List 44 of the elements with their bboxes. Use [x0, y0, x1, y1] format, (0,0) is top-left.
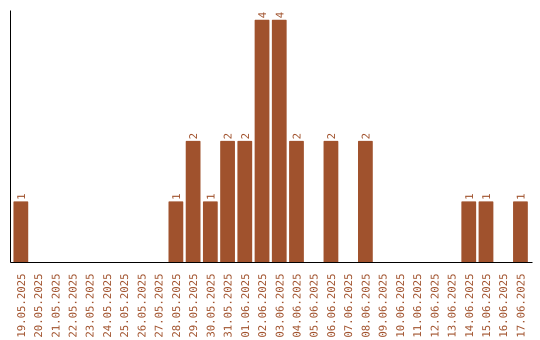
- x-tick-label: 01.06.2025: [238, 274, 252, 338]
- data-label: 2: [238, 132, 252, 140]
- data-label: 2: [359, 132, 372, 140]
- data-label: 1: [204, 194, 218, 200]
- x-tick-label: 05.06.2025: [308, 274, 321, 338]
- x-tick-label: 04.06.2025: [290, 274, 304, 338]
- x-tick-label: 02.06.2025: [256, 274, 270, 338]
- data-label: 2: [222, 132, 235, 140]
- x-tick-label: 12.06.2025: [428, 274, 442, 338]
- data-label: 1: [514, 194, 528, 200]
- x-tick-label: 15.06.2025: [480, 274, 493, 338]
- x-tick-label: 07.06.2025: [342, 274, 356, 338]
- data-label: 2: [324, 132, 338, 140]
- x-tick-label: 09.06.2025: [376, 274, 390, 338]
- x-tick-label: 31.05.2025: [222, 274, 235, 338]
- x-tick-label: 24.05.2025: [100, 274, 114, 338]
- data-label: 1: [462, 194, 476, 200]
- x-tick-label: 10.06.2025: [394, 274, 407, 338]
- x-tick-label: 19.05.2025: [14, 274, 28, 338]
- data-label: 1: [480, 194, 493, 200]
- x-tick-label: 27.05.2025: [152, 274, 166, 338]
- x-tick-label: 03.06.2025: [273, 274, 286, 338]
- data-label: 4: [273, 12, 286, 18]
- x-tick-label: 28.05.2025: [170, 274, 183, 338]
- x-tick-label: 13.06.2025: [446, 274, 459, 338]
- x-tick-label: 17.06.2025: [514, 274, 528, 338]
- x-tick-label: 29.05.2025: [187, 274, 200, 338]
- data-label: 4: [256, 12, 270, 18]
- x-tick-label: 06.06.2025: [324, 274, 338, 338]
- x-tick-label: 25.05.2025: [118, 274, 132, 338]
- x-tick-label: 26.05.2025: [135, 274, 148, 338]
- x-tick-label: 23.05.2025: [84, 274, 97, 338]
- data-label: 2: [187, 132, 200, 140]
- x-tick-label: 08.06.2025: [359, 274, 372, 338]
- data-label: 1: [170, 194, 183, 200]
- x-tick-label: 30.05.2025: [204, 274, 218, 338]
- x-tick-label: 11.06.2025: [411, 274, 424, 338]
- x-tick-label: 20.05.2025: [32, 274, 46, 338]
- x-tick-label: 21.05.2025: [49, 274, 62, 338]
- x-tick-label: 22.05.2025: [66, 274, 80, 338]
- data-label: 1: [14, 194, 28, 200]
- x-tick-label: 14.06.2025: [462, 274, 476, 338]
- data-label: 2: [290, 132, 304, 140]
- x-tick-label: 16.06.2025: [497, 274, 510, 338]
